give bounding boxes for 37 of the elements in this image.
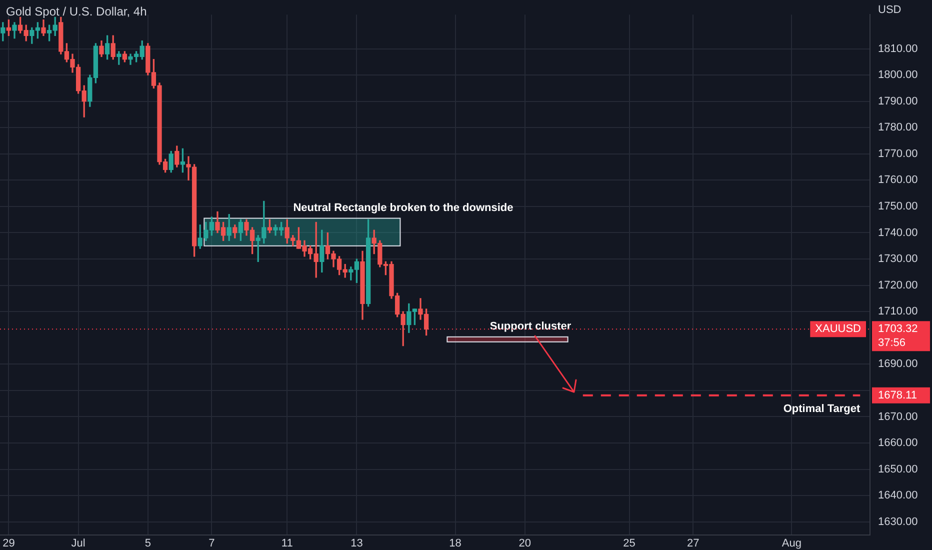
x-tick-label: 7 <box>208 538 215 550</box>
x-tick-label: 13 <box>350 538 363 550</box>
y-tick-label: 1640.00 <box>878 490 918 502</box>
y-tick-label: 1650.00 <box>878 463 918 476</box>
x-tick-label: 11 <box>281 538 293 550</box>
y-tick-label: 1630.00 <box>878 516 918 528</box>
y-tick-label: 1790.00 <box>878 95 918 108</box>
y-tick-label: 1800.00 <box>878 69 918 82</box>
text: 1703.32 <box>878 323 918 336</box>
x-tick-label: Aug <box>782 538 802 550</box>
y-tick-label: 1750.00 <box>878 200 918 212</box>
y-tick-label: 1690.00 <box>878 358 918 370</box>
ref-line-label: Optimal Target <box>783 402 860 415</box>
y-tick-label: 1770.00 <box>878 148 918 160</box>
y-tick-label: 1760.00 <box>878 174 918 186</box>
text: 37:56 <box>878 337 906 350</box>
x-tick-label: 18 <box>449 538 462 550</box>
x-tick-label: 25 <box>623 538 636 550</box>
x-tick-label: Jul <box>71 538 86 550</box>
x-tick-label: 29 <box>2 538 15 550</box>
ref-line-label: XAUUSD <box>815 323 862 336</box>
y-tick-label: 1710.00 <box>878 306 918 318</box>
y-tick-label: 1720.00 <box>878 279 918 292</box>
chart-title: Gold Spot / U.S. Dollar, 4h <box>6 4 147 18</box>
band-label: Neutral Rectangle broken to the downside <box>293 202 514 214</box>
y-tick-label: 1740.00 <box>878 226 918 239</box>
y-tick-label: 1730.00 <box>878 253 918 266</box>
y-axis-title: USD <box>878 4 902 16</box>
y-tick-label: 1810.00 <box>878 42 918 55</box>
text: 1678.11 <box>878 389 917 402</box>
y-tick-label: 1660.00 <box>878 437 918 450</box>
x-tick-label: 20 <box>518 538 532 550</box>
band-label: Support cluster <box>490 320 572 332</box>
x-tick-label: 27 <box>686 538 700 550</box>
x-tick-label: 5 <box>144 538 151 550</box>
y-tick-label: 1780.00 <box>878 122 918 134</box>
y-tick-label: 1670.00 <box>878 410 918 423</box>
